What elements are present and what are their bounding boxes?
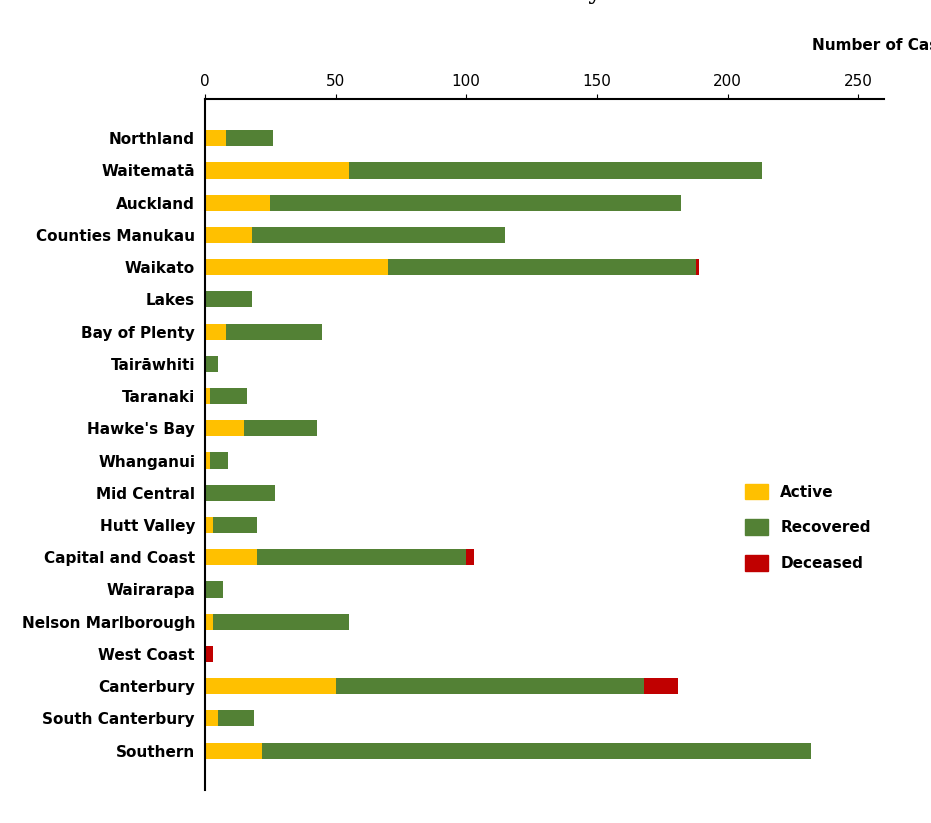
Bar xyxy=(257,549,466,565)
Bar xyxy=(205,356,218,372)
Bar xyxy=(205,678,335,694)
Bar xyxy=(466,549,474,565)
Bar xyxy=(212,614,348,630)
Bar xyxy=(244,421,317,436)
Bar xyxy=(212,517,257,533)
Bar xyxy=(263,742,811,759)
Bar xyxy=(348,162,762,179)
Bar xyxy=(270,195,681,211)
Bar xyxy=(205,259,388,275)
Bar xyxy=(205,421,244,436)
Bar xyxy=(205,388,210,404)
Bar xyxy=(696,259,699,275)
Bar xyxy=(388,259,696,275)
X-axis label: Number of Cases: Number of Cases xyxy=(812,39,931,53)
Bar xyxy=(205,614,212,630)
Bar xyxy=(252,227,506,243)
Bar xyxy=(205,742,263,759)
Bar xyxy=(225,130,273,146)
Bar xyxy=(218,710,254,727)
Legend: Active, Recovered, Deceased: Active, Recovered, Deceased xyxy=(739,477,877,577)
Bar xyxy=(205,323,225,340)
Bar xyxy=(205,549,257,565)
Bar xyxy=(205,195,270,211)
Bar xyxy=(210,453,228,468)
Bar xyxy=(205,453,210,468)
Bar xyxy=(205,485,276,501)
Bar xyxy=(210,388,247,404)
Bar xyxy=(335,678,644,694)
Bar xyxy=(205,646,212,662)
Bar xyxy=(205,162,348,179)
Bar xyxy=(644,678,678,694)
Bar xyxy=(205,291,252,308)
Title: Total Cases by DHB: Total Cases by DHB xyxy=(419,0,670,4)
Bar xyxy=(205,581,223,597)
Bar xyxy=(225,323,322,340)
Bar xyxy=(205,130,225,146)
Bar xyxy=(205,710,218,727)
Bar xyxy=(205,227,252,243)
Bar xyxy=(205,517,212,533)
